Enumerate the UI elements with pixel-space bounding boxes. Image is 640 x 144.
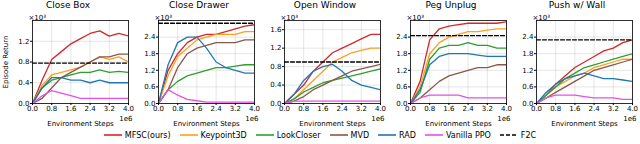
svg-text:1.6: 1.6: [317, 105, 329, 113]
svg-text:0.6: 0.6: [144, 83, 156, 91]
svg-text:0.0: 0.0: [27, 105, 38, 113]
svg-text:0.0: 0.0: [144, 99, 156, 108]
html-text:Open Window: Open Window: [293, 0, 357, 10]
svg-text:×10³: ×10³: [407, 14, 425, 22]
svg-text:0.8: 0.8: [46, 105, 57, 113]
svg-text:4.0: 4.0: [627, 105, 638, 113]
svg-text:4.0: 4.0: [249, 105, 260, 113]
svg-text:1e6: 1e6: [371, 115, 385, 123]
svg-text:0.8: 0.8: [550, 105, 561, 113]
svg-text:3.2: 3.2: [482, 105, 493, 113]
svg-text:2.4: 2.4: [589, 105, 601, 113]
svg-text:×10³: ×10³: [155, 14, 173, 22]
svg-text:4.0: 4.0: [501, 105, 512, 113]
svg-text:×10³: ×10³: [281, 14, 299, 22]
svg-text:0.0: 0.0: [270, 99, 282, 108]
svg-text:1.2: 1.2: [396, 67, 407, 75]
svg-text:1.6: 1.6: [65, 105, 77, 113]
svg-text:0.0: 0.0: [405, 105, 416, 113]
svg-text:Episode Return: Episode Return: [2, 36, 10, 89]
svg-text:0.6: 0.6: [522, 83, 534, 91]
html-text:MVD: MVD: [350, 130, 370, 140]
svg-text:0.6: 0.6: [396, 83, 408, 91]
svg-text:1.8: 1.8: [522, 50, 533, 58]
svg-text:2.4: 2.4: [211, 105, 223, 113]
svg-text:3.2: 3.2: [356, 105, 367, 113]
svg-text:4.0: 4.0: [375, 105, 386, 113]
svg-text:1.2: 1.2: [144, 67, 155, 75]
svg-text:2.4: 2.4: [337, 105, 349, 113]
svg-text:1.8: 1.8: [144, 50, 155, 58]
svg-text:0.4: 0.4: [270, 81, 282, 89]
svg-text:Environment Steps: Environment Steps: [47, 120, 114, 128]
html-text:LookCloser: LookCloser: [276, 130, 321, 140]
svg-text:0.8: 0.8: [270, 63, 281, 71]
html-text:F2C: F2C: [520, 130, 537, 140]
html-text:Push w/ Wall: Push w/ Wall: [548, 0, 606, 10]
svg-text:0.8: 0.8: [172, 105, 183, 113]
svg-text:0.8: 0.8: [298, 105, 309, 113]
svg-text:0.0: 0.0: [153, 105, 164, 113]
svg-text:×10³: ×10³: [533, 14, 551, 22]
svg-text:1.6: 1.6: [270, 26, 282, 34]
svg-text:4.0: 4.0: [123, 105, 134, 113]
svg-text:1e6: 1e6: [119, 115, 133, 123]
html-text:Close Drawer: Close Drawer: [168, 0, 230, 10]
svg-text:0.0: 0.0: [531, 105, 542, 113]
svg-text:2.4: 2.4: [144, 33, 156, 41]
svg-text:1e6: 1e6: [497, 115, 511, 123]
svg-text:3.2: 3.2: [104, 105, 115, 113]
svg-text:0.8: 0.8: [18, 58, 29, 66]
svg-text:1e6: 1e6: [245, 115, 259, 123]
html-text:RAD: RAD: [399, 130, 416, 140]
html-text:MFSC(ours): MFSC(ours): [124, 130, 171, 140]
svg-text:Environment Steps: Environment Steps: [173, 120, 240, 128]
svg-text:1.8: 1.8: [396, 50, 407, 58]
svg-text:3.2: 3.2: [230, 105, 241, 113]
svg-text:1.2: 1.2: [522, 67, 533, 75]
svg-text:1.6: 1.6: [443, 105, 455, 113]
svg-text:3.2: 3.2: [608, 105, 619, 113]
html-text:Vanilla PPO: Vanilla PPO: [446, 130, 491, 140]
svg-text:1.2: 1.2: [270, 44, 281, 52]
svg-text:Environment Steps: Environment Steps: [299, 120, 366, 128]
svg-text:1.6: 1.6: [569, 105, 581, 113]
svg-text:2.4: 2.4: [463, 105, 475, 113]
svg-text:0.0: 0.0: [18, 99, 30, 108]
svg-text:2.4: 2.4: [396, 33, 408, 41]
html-text:Close Box: Close Box: [45, 0, 90, 10]
svg-text:0.8: 0.8: [424, 105, 435, 113]
svg-text:1e6: 1e6: [623, 115, 637, 123]
svg-text:1.6: 1.6: [191, 105, 203, 113]
html-text:Peg Unplug: Peg Unplug: [425, 0, 477, 10]
svg-text:0.0: 0.0: [522, 99, 534, 108]
svg-text:Environment Steps: Environment Steps: [551, 120, 618, 128]
svg-text:0.0: 0.0: [279, 105, 290, 113]
svg-text:0.4: 0.4: [18, 79, 30, 87]
svg-text:Environment Steps: Environment Steps: [425, 120, 492, 128]
svg-text:2.4: 2.4: [522, 33, 534, 41]
html-text:Keypoint3D: Keypoint3D: [200, 130, 247, 140]
svg-text:2.4: 2.4: [85, 105, 97, 113]
svg-text:×10³: ×10³: [29, 14, 47, 22]
svg-text:0.0: 0.0: [396, 99, 408, 108]
svg-text:1.2: 1.2: [18, 37, 29, 45]
